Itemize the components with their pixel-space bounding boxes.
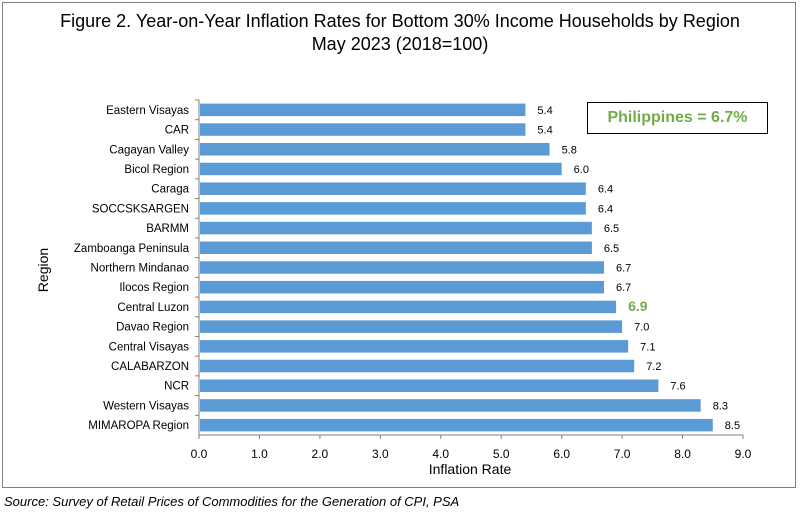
category-label: Bicol Region bbox=[124, 164, 189, 176]
data-label: 6.7 bbox=[616, 263, 631, 275]
data-label: 7.2 bbox=[646, 361, 661, 373]
x-tick-label: 2.0 bbox=[312, 447, 329, 461]
bar bbox=[200, 241, 592, 255]
category-label: Cagayan Valley bbox=[109, 144, 189, 156]
bar bbox=[200, 162, 562, 176]
category-label: Ilocos Region bbox=[119, 282, 189, 294]
bar bbox=[200, 182, 586, 195]
bar bbox=[200, 103, 526, 117]
chart-title-line2: May 2023 (2018=100) bbox=[311, 34, 489, 54]
category-label: Eastern Visayas bbox=[106, 105, 189, 117]
bar bbox=[200, 143, 550, 156]
data-label: 6.5 bbox=[604, 243, 619, 255]
category-label: Central Visayas bbox=[109, 341, 190, 353]
x-tick-label: 7.0 bbox=[614, 447, 631, 461]
x-tick-label: 1.0 bbox=[251, 447, 268, 461]
x-axis-title: Inflation Rate bbox=[429, 461, 512, 477]
bar bbox=[200, 221, 592, 235]
category-label: BARMM bbox=[146, 223, 189, 235]
chart-title: Figure 2. Year-on-Year Inflation Rates f… bbox=[0, 10, 800, 56]
category-label: CALABARZON bbox=[111, 361, 189, 373]
bar bbox=[200, 399, 701, 412]
x-tick-label: 5.0 bbox=[493, 447, 510, 461]
category-label: CAR bbox=[165, 125, 189, 137]
category-label: Caraga bbox=[151, 184, 189, 196]
category-label: SOCCSKSARGEN bbox=[92, 203, 189, 215]
data-label: 5.4 bbox=[537, 125, 552, 137]
category-label: Central Luzon bbox=[117, 302, 189, 314]
x-tick-label: 8.0 bbox=[674, 447, 691, 461]
category-label: Davao Region bbox=[116, 322, 189, 334]
data-label: 5.8 bbox=[562, 144, 577, 156]
chart-title-line1: Figure 2. Year-on-Year Inflation Rates f… bbox=[60, 11, 740, 31]
bar bbox=[200, 280, 604, 294]
category-label: Zamboanga Peninsula bbox=[74, 243, 190, 255]
data-label: 6.4 bbox=[598, 203, 613, 215]
bar bbox=[200, 300, 617, 314]
bar-chart: Region Inflation Rate 0.0 1.0 2.0 3.0 4.0 5.0… bbox=[35, 99, 752, 477]
x-tick-label: 6.0 bbox=[553, 447, 570, 461]
data-label: 7.0 bbox=[634, 322, 649, 334]
data-label: 7.6 bbox=[670, 381, 685, 393]
x-tick-label: 0.0 bbox=[191, 447, 208, 461]
bar bbox=[200, 320, 623, 333]
data-label: 6.5 bbox=[604, 223, 619, 235]
data-label: 6.9 bbox=[628, 298, 648, 314]
data-label: 8.3 bbox=[713, 400, 728, 412]
x-tick-label: 9.0 bbox=[735, 447, 752, 461]
national-rate-callout: Philippines = 6.7% bbox=[587, 102, 768, 134]
bar bbox=[200, 340, 629, 353]
bar bbox=[200, 202, 586, 215]
data-label: 6.7 bbox=[616, 282, 631, 294]
data-label: 8.5 bbox=[725, 420, 740, 432]
x-tick-label: 3.0 bbox=[372, 447, 389, 461]
bar bbox=[200, 379, 659, 392]
x-tick-label: 4.0 bbox=[432, 447, 449, 461]
bar bbox=[200, 418, 713, 432]
data-label: 5.4 bbox=[537, 105, 552, 117]
y-axis-title: Region bbox=[35, 248, 51, 292]
category-label: NCR bbox=[164, 381, 189, 393]
data-label: 7.1 bbox=[640, 341, 655, 353]
category-label: Northern Mindanao bbox=[91, 263, 189, 275]
bar bbox=[200, 261, 604, 274]
data-label: 6.4 bbox=[598, 184, 613, 196]
data-label: 6.0 bbox=[574, 164, 589, 176]
bar bbox=[200, 123, 526, 136]
source-note: Source: Survey of Retail Prices of Commo… bbox=[4, 494, 460, 509]
category-label: Western Visayas bbox=[103, 400, 189, 412]
chart-frame bbox=[2, 2, 796, 488]
bar bbox=[200, 359, 635, 373]
category-label: MIMAROPA Region bbox=[88, 420, 189, 432]
